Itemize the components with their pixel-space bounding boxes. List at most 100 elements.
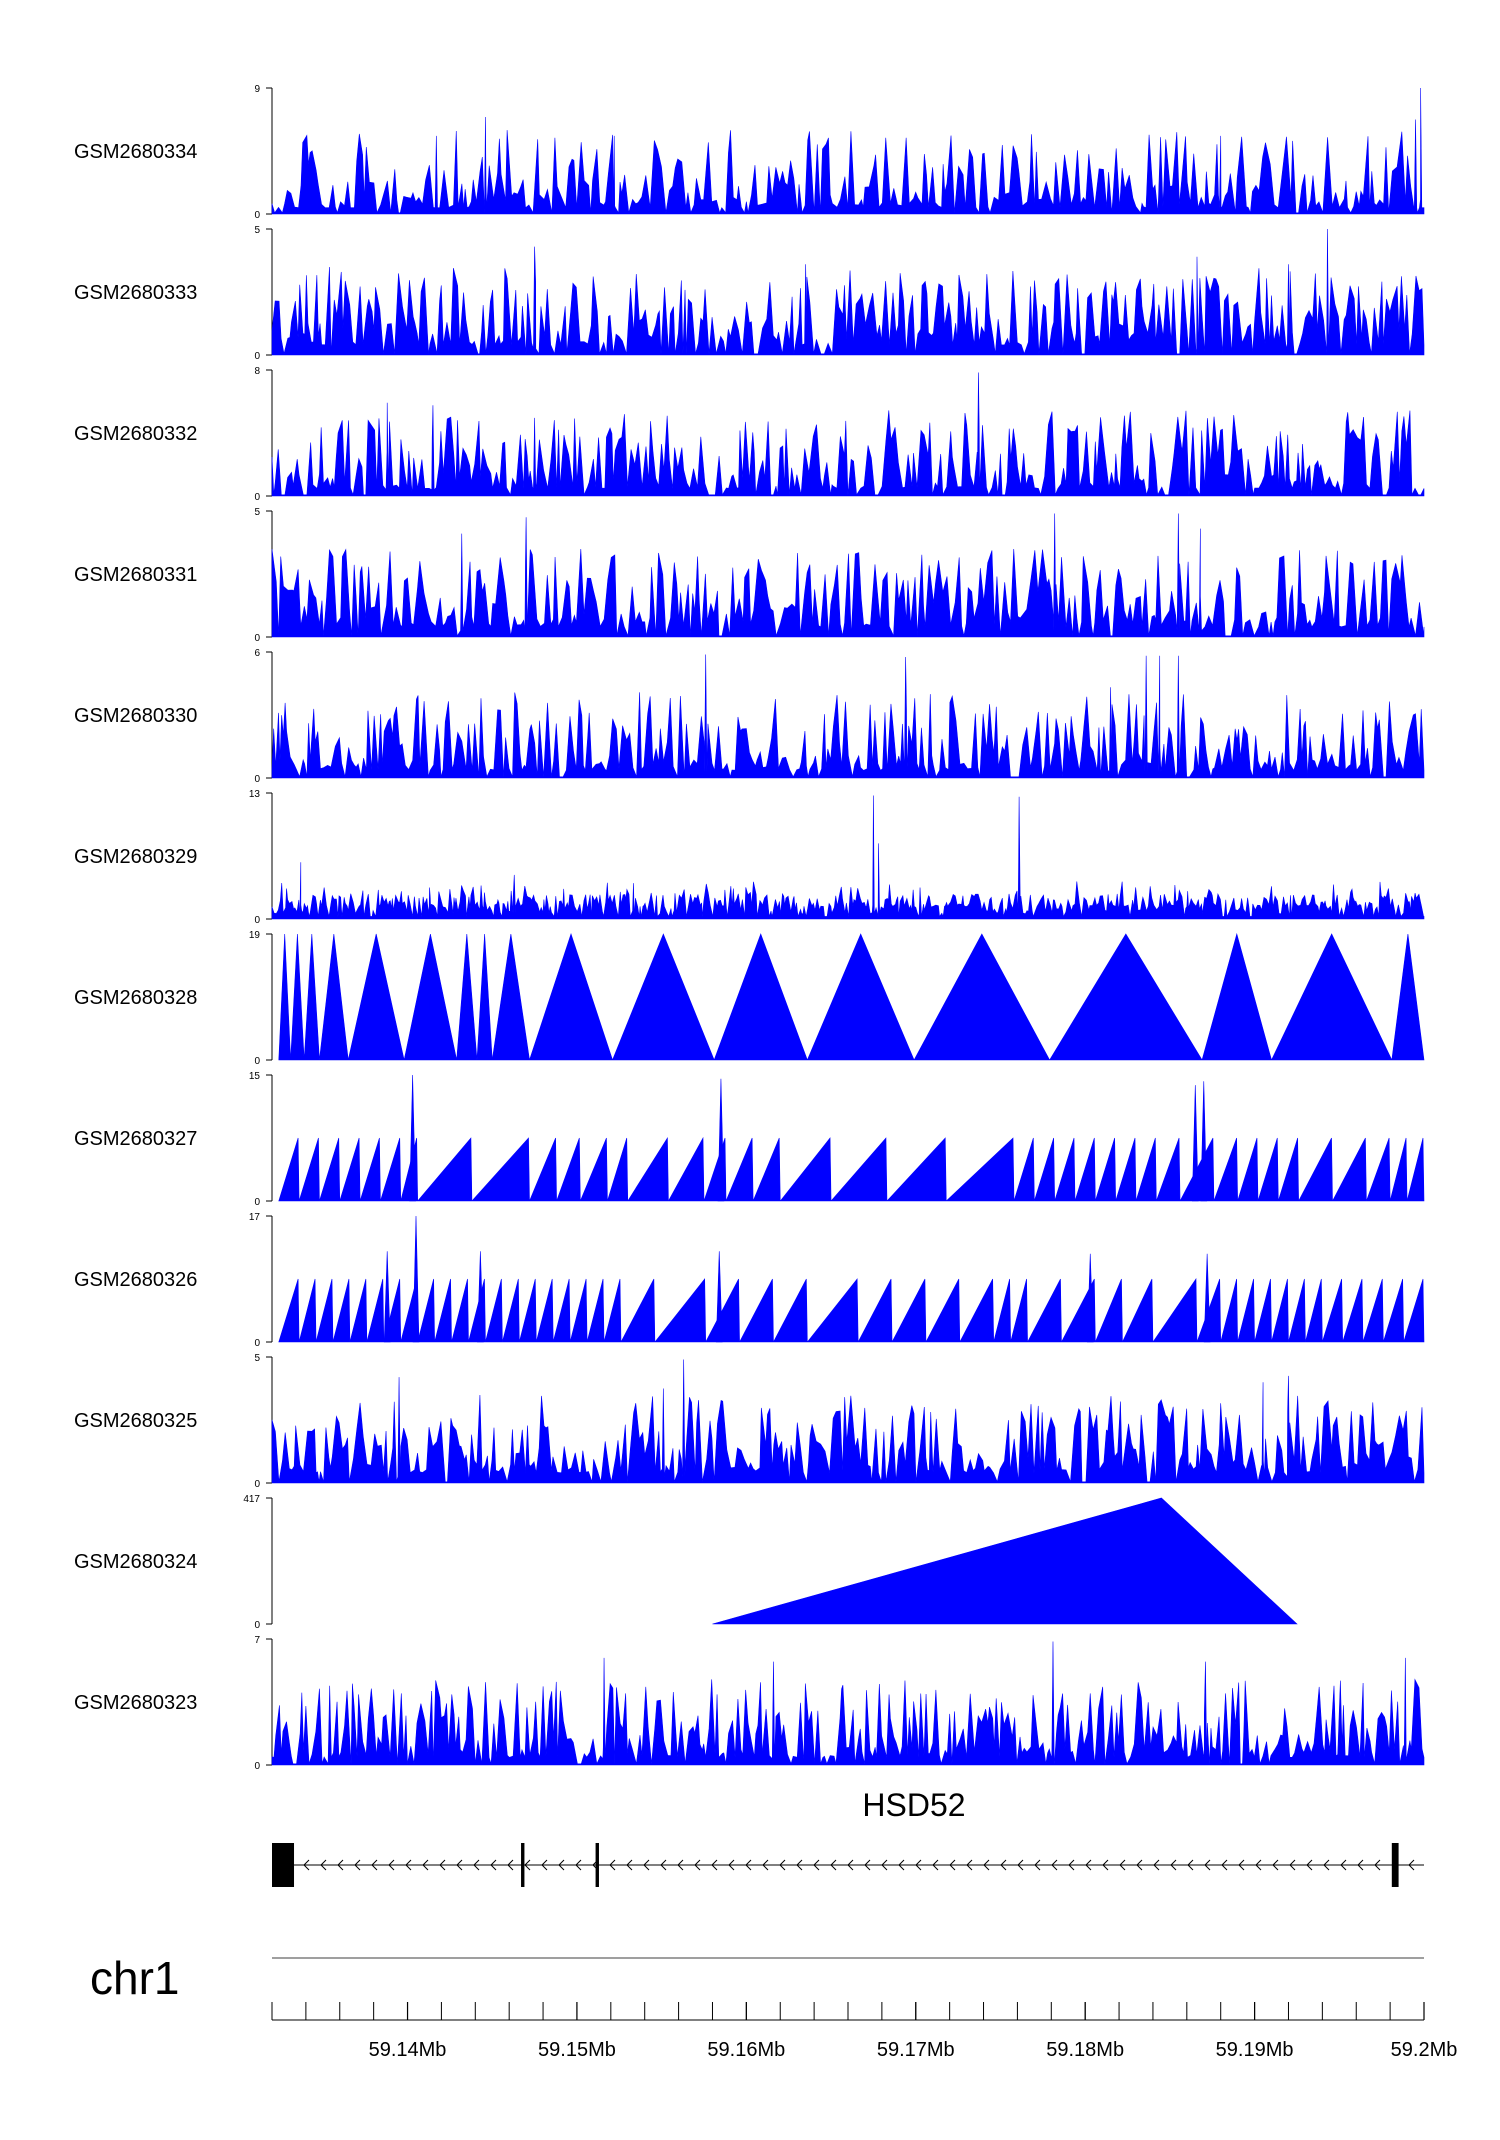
- coverage-area: [278, 1136, 1425, 1202]
- strand-arrow: [1306, 1859, 1313, 1871]
- y-tick-label-min: 0: [254, 633, 260, 644]
- track-label: GSM2680323: [74, 1692, 197, 1714]
- track-label: GSM2680334: [74, 141, 197, 163]
- y-tick-label-min: 0: [254, 351, 260, 362]
- strand-arrow: [320, 1859, 327, 1871]
- track-GSM2680327: GSM2680327 15 0: [74, 1071, 1425, 1208]
- strand-arrow: [1357, 1859, 1364, 1871]
- strand-arrow: [1289, 1859, 1296, 1871]
- coverage-area: [278, 1278, 1425, 1343]
- coverage-area: [271, 372, 1425, 497]
- strand-arrow: [439, 1859, 446, 1871]
- coverage-spike: [717, 1078, 725, 1202]
- coverage-spike: [1203, 1253, 1211, 1343]
- strand-arrow: [915, 1859, 922, 1871]
- strand-arrow: [1255, 1859, 1262, 1871]
- strand-arrow: [1221, 1859, 1228, 1871]
- y-tick-label-min: 0: [254, 1197, 260, 1208]
- coverage-spike: [1086, 1253, 1094, 1343]
- x-tick-label: 59.19Mb: [1216, 2039, 1294, 2061]
- track-GSM2680332: GSM2680332 8 0: [74, 366, 1425, 503]
- coverage-spike: [477, 1251, 484, 1343]
- strand-arrow: [507, 1859, 514, 1871]
- coverage-area: [271, 513, 1425, 638]
- x-tick-label: 59.17Mb: [877, 2039, 955, 2061]
- coverage-area: [271, 795, 1425, 920]
- track-label: GSM2680332: [74, 423, 197, 445]
- track-label: GSM2680327: [74, 1128, 197, 1150]
- strand-arrow: [388, 1859, 395, 1871]
- strand-arrow: [1136, 1859, 1143, 1871]
- strand-arrow: [779, 1859, 786, 1871]
- x-tick-label: 59.16Mb: [707, 2039, 785, 2061]
- y-tick-label-max: 15: [249, 1071, 261, 1082]
- track-label: GSM2680331: [74, 564, 197, 586]
- coverage-spike: [412, 1215, 420, 1343]
- genome-axis: chr1 59.14Mb 59.15Mb 59.16Mb 59.17Mb 59.18Mb 5…: [90, 1952, 1457, 2061]
- track-label: GSM2680324: [74, 1551, 197, 1573]
- coverage-area: [271, 654, 1425, 779]
- coverage-area: [278, 932, 1425, 1061]
- track-GSM2680323: GSM2680323 7 0: [74, 1635, 1425, 1772]
- exon: [272, 1843, 295, 1887]
- track-label: GSM2680325: [74, 1410, 197, 1432]
- strand-arrow: [541, 1859, 548, 1871]
- strand-arrow: [1272, 1859, 1279, 1871]
- strand-arrow: [354, 1859, 361, 1871]
- strand-arrow: [303, 1859, 310, 1871]
- coverage-area: [271, 1641, 1425, 1766]
- strand-arrow: [745, 1859, 752, 1871]
- strand-arrow: [643, 1859, 650, 1871]
- strand-arrow: [558, 1859, 565, 1871]
- y-tick-label-max: 6: [254, 648, 260, 659]
- y-tick-label-max: 5: [254, 507, 260, 518]
- strand-arrow: [1408, 1859, 1415, 1871]
- chromosome-label: chr1: [90, 1952, 179, 2004]
- strand-arrow: [830, 1859, 837, 1871]
- strand-arrow: [490, 1859, 497, 1871]
- track-GSM2680334: GSM2680334 9 0: [74, 84, 1425, 221]
- strand-arrow: [422, 1859, 429, 1871]
- coverage-spike: [383, 1251, 391, 1343]
- exon: [521, 1843, 525, 1887]
- y-tick-label-max: 417: [243, 1494, 260, 1505]
- track-GSM2680333: GSM2680333 5 0: [74, 225, 1425, 362]
- coverage-spike: [409, 1074, 416, 1202]
- y-tick-label-min: 0: [254, 915, 260, 926]
- strand-arrow: [762, 1859, 769, 1871]
- strand-arrow: [898, 1859, 905, 1871]
- strand-arrow: [949, 1859, 956, 1871]
- strand-arrow: [1153, 1859, 1160, 1871]
- track-GSM2680325: GSM2680325 5 0: [74, 1353, 1425, 1490]
- strand-arrow: [1119, 1859, 1126, 1871]
- x-tick-label: 59.14Mb: [369, 2039, 447, 2061]
- strand-arrow: [575, 1859, 582, 1871]
- strand-arrow: [456, 1859, 463, 1871]
- y-tick-label-min: 0: [254, 1056, 260, 1067]
- track-GSM2680326: GSM2680326 17 0: [74, 1212, 1425, 1349]
- strand-arrow: [1374, 1859, 1381, 1871]
- strand-arrow: [609, 1859, 616, 1871]
- track-GSM2680330: GSM2680330 6 0: [74, 648, 1425, 785]
- strand-arrow: [405, 1859, 412, 1871]
- coverage-spike: [1191, 1085, 1199, 1202]
- gene-name: HSD52: [862, 1787, 965, 1823]
- strand-arrow: [983, 1859, 990, 1871]
- coverage-area: [271, 228, 1425, 356]
- strand-arrow: [1238, 1859, 1245, 1871]
- y-tick-label-min: 0: [254, 774, 260, 785]
- coverage-spike: [715, 1251, 723, 1343]
- y-tick-label-min: 0: [254, 210, 260, 221]
- x-tick-label: 59.15Mb: [538, 2039, 616, 2061]
- y-tick-label-max: 13: [249, 789, 261, 800]
- strand-arrow: [677, 1859, 684, 1871]
- strand-arrow: [796, 1859, 803, 1871]
- x-tick-label: 59.2Mb: [1391, 2039, 1458, 2061]
- y-tick-label-max: 5: [254, 225, 260, 236]
- strand-arrow: [371, 1859, 378, 1871]
- track-label: GSM2680329: [74, 846, 197, 868]
- track-GSM2680331: GSM2680331 5 0: [74, 507, 1425, 644]
- strand-arrow: [1323, 1859, 1330, 1871]
- strand-arrow: [1017, 1859, 1024, 1871]
- gene-model: HSD52: [272, 1787, 1424, 1887]
